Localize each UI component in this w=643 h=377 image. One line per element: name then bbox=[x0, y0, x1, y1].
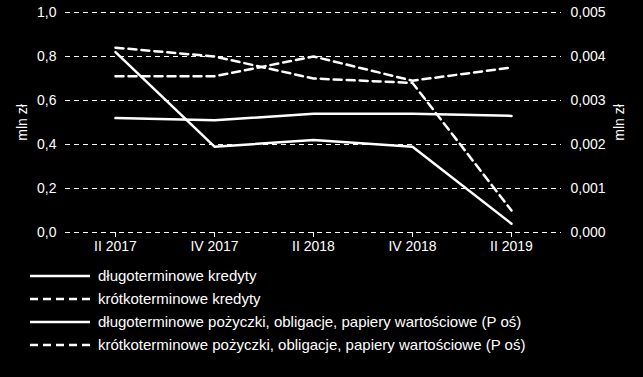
svg-text:0,6: 0,6 bbox=[37, 92, 57, 108]
svg-text:0,000: 0,000 bbox=[571, 224, 606, 240]
html-text:długoterminowe kredyty: długoterminowe kredyty bbox=[98, 267, 257, 284]
svg-text:II 2019: II 2019 bbox=[490, 238, 533, 254]
svg-text:0,005: 0,005 bbox=[571, 4, 606, 20]
svg-text:IV 2017: IV 2017 bbox=[190, 238, 238, 254]
svg-text:0,002: 0,002 bbox=[571, 136, 606, 152]
svg-text:mln zł: mln zł bbox=[14, 103, 30, 140]
svg-text:mln zł: mln zł bbox=[611, 103, 627, 140]
svg-text:IV 2018: IV 2018 bbox=[388, 238, 436, 254]
html-text:krótkoterminowe pożyczki, obli: krótkoterminowe pożyczki, obligacje, pap… bbox=[98, 336, 526, 353]
svg-text:0,2: 0,2 bbox=[37, 180, 57, 196]
svg-text:II 2017: II 2017 bbox=[94, 238, 137, 254]
svg-text:1,0: 1,0 bbox=[37, 4, 57, 20]
svg-text:0,8: 0,8 bbox=[37, 48, 57, 64]
svg-text:0,0: 0,0 bbox=[37, 224, 57, 240]
svg-text:0,003: 0,003 bbox=[571, 92, 606, 108]
html-text:krótkoterminowe kredyty: krótkoterminowe kredyty bbox=[98, 290, 261, 307]
svg-text:II 2018: II 2018 bbox=[292, 238, 335, 254]
svg-text:0,001: 0,001 bbox=[571, 180, 606, 196]
svg-text:0,4: 0,4 bbox=[37, 136, 57, 152]
html-text:długoterminowe pożyczki, oblig: długoterminowe pożyczki, obligacje, papi… bbox=[98, 313, 522, 330]
svg-text:0,004: 0,004 bbox=[571, 48, 606, 64]
